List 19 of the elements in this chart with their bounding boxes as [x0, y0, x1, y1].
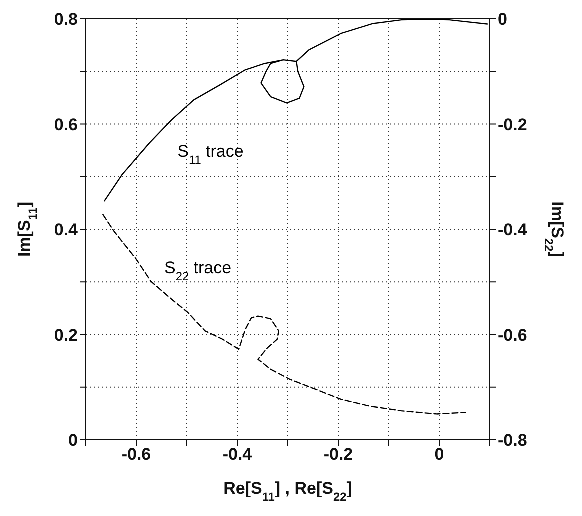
y2-tick-label: -0.2: [498, 115, 528, 134]
y2-tick-label: -0.4: [498, 220, 528, 240]
y-tick-label: 0: [68, 431, 78, 450]
y2-tick-label: 0: [498, 10, 508, 30]
x-tick-label: -0.6: [122, 445, 152, 464]
y2-tick-label: -0.8: [498, 431, 528, 450]
y-tick-label: 0.2: [54, 326, 78, 345]
x-tick-label: -0.2: [324, 445, 354, 464]
y-tick-label: 0.6: [54, 115, 78, 134]
series-label: S$_{22}$ trace: [164, 258, 232, 284]
y-tick-label: 0.4: [54, 220, 79, 240]
x-axis-title: Re[S$_{11}$] , Re[S$_{22}$]: [224, 479, 352, 504]
line-series: [102, 214, 466, 415]
series-label: S$_{11}$ trace: [178, 142, 244, 168]
y2-tick-label: -0.6: [498, 326, 528, 345]
y-tick-label: 0.8: [54, 10, 78, 30]
line-series: [104, 19, 488, 202]
x-tick-label: -0.4: [222, 445, 253, 464]
x-tick-label: 0: [434, 445, 444, 464]
